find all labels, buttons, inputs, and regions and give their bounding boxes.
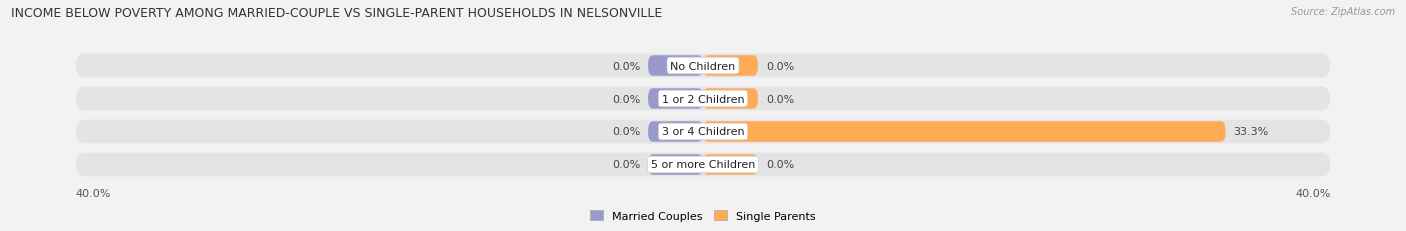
Text: 0.0%: 0.0% [612,94,640,104]
Text: 0.0%: 0.0% [612,127,640,137]
Text: 3 or 4 Children: 3 or 4 Children [662,127,744,137]
Text: 1 or 2 Children: 1 or 2 Children [662,94,744,104]
Text: INCOME BELOW POVERTY AMONG MARRIED-COUPLE VS SINGLE-PARENT HOUSEHOLDS IN NELSONV: INCOME BELOW POVERTY AMONG MARRIED-COUPL… [11,7,662,20]
FancyBboxPatch shape [703,122,1226,142]
FancyBboxPatch shape [703,89,758,109]
FancyBboxPatch shape [75,153,1331,177]
FancyBboxPatch shape [75,120,1331,144]
Legend: Married Couples, Single Parents: Married Couples, Single Parents [586,206,820,225]
FancyBboxPatch shape [75,87,1331,111]
FancyBboxPatch shape [703,56,758,76]
Text: 0.0%: 0.0% [766,160,794,170]
Text: 5 or more Children: 5 or more Children [651,160,755,170]
Text: 0.0%: 0.0% [766,61,794,71]
Text: 33.3%: 33.3% [1233,127,1268,137]
Text: 0.0%: 0.0% [766,94,794,104]
Text: 40.0%: 40.0% [1295,188,1331,198]
Text: No Children: No Children [671,61,735,71]
FancyBboxPatch shape [648,122,703,142]
Text: 0.0%: 0.0% [612,160,640,170]
FancyBboxPatch shape [703,155,758,175]
FancyBboxPatch shape [648,155,703,175]
FancyBboxPatch shape [648,56,703,76]
Text: Source: ZipAtlas.com: Source: ZipAtlas.com [1291,7,1395,17]
Text: 0.0%: 0.0% [612,61,640,71]
Text: 40.0%: 40.0% [75,188,111,198]
FancyBboxPatch shape [75,54,1331,78]
FancyBboxPatch shape [648,89,703,109]
